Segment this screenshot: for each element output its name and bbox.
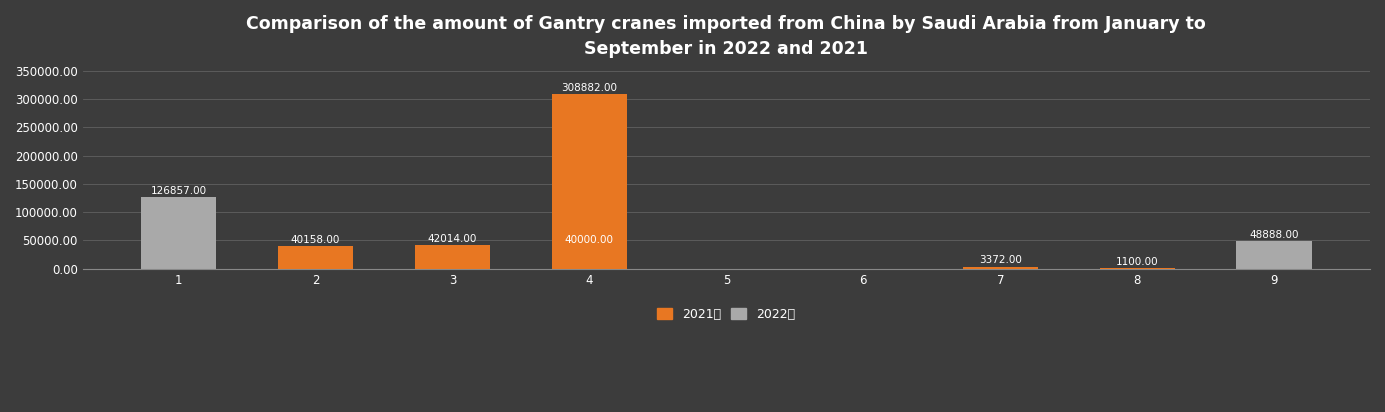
Bar: [416, 245, 490, 269]
Text: 3372.00: 3372.00: [979, 255, 1022, 265]
Bar: [1237, 241, 1312, 269]
Bar: [551, 94, 627, 269]
Text: 40000.00: 40000.00: [565, 235, 614, 245]
Bar: [278, 246, 353, 269]
Title: Comparison of the amount of Gantry cranes imported from China by Saudi Arabia fr: Comparison of the amount of Gantry crane…: [247, 15, 1206, 58]
Text: 40158.00: 40158.00: [291, 234, 341, 245]
Bar: [141, 197, 216, 269]
Text: 1100.00: 1100.00: [1116, 257, 1158, 267]
Legend: 2021年, 2022年: 2021年, 2022年: [652, 303, 801, 326]
Text: 42014.00: 42014.00: [428, 234, 478, 243]
Bar: [1100, 268, 1174, 269]
Bar: [551, 246, 627, 269]
Text: 48888.00: 48888.00: [1249, 229, 1299, 240]
Text: 308882.00: 308882.00: [561, 82, 618, 93]
Bar: [963, 267, 1037, 269]
Text: 126857.00: 126857.00: [151, 185, 206, 196]
